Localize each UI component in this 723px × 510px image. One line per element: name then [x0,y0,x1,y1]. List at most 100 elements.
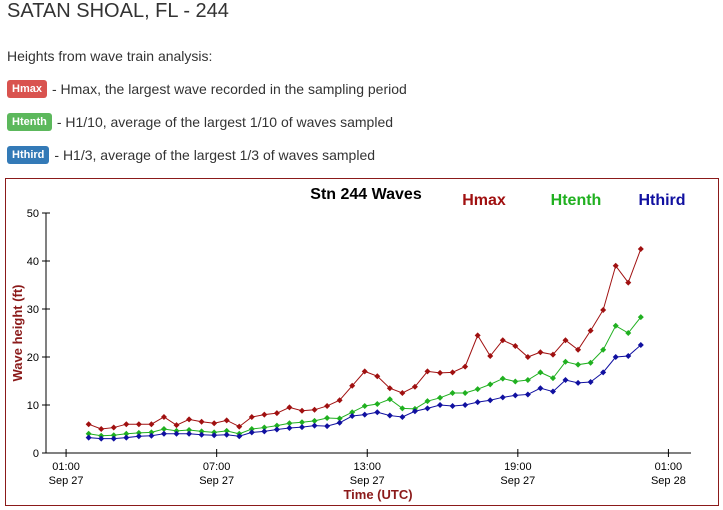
x-tick-date: Sep 27 [199,475,234,487]
point [474,399,481,406]
point [437,402,444,408]
point [261,411,268,418]
point [487,397,494,404]
point [298,419,305,426]
point [600,346,607,353]
point [411,408,418,415]
point [474,332,481,339]
point [537,349,544,356]
point [499,394,506,401]
chart-title: Stn 244 Waves [310,186,422,203]
legend-text: - H1/3, average of the largest 1/3 of wa… [54,147,376,163]
chart: Stn 244 Waves Hmax Htenth Hthird Wave height… [10,186,691,502]
point [600,369,607,376]
badge: Hthird [7,146,50,164]
point [85,434,92,441]
point [336,419,343,426]
point [324,414,331,421]
point [587,327,594,334]
y-tick-label: 40 [27,256,39,268]
point [549,351,556,358]
point [499,337,506,344]
point [98,426,105,432]
point [223,417,230,424]
point [349,413,356,420]
intro-text: Heights from wave train analysis: [7,48,213,64]
point [311,417,318,424]
point [123,434,130,441]
point [462,363,469,370]
point [123,430,130,437]
point [186,426,193,433]
point [336,397,343,404]
series-line [88,316,642,437]
point [173,430,180,437]
point [173,422,180,429]
point [437,394,444,401]
point [236,433,243,440]
point [424,405,431,412]
legend-text: - Hmax, the largest wave recorded in the… [51,81,407,97]
point [424,398,431,405]
legend-label: Hthird [638,192,685,209]
point [123,421,130,428]
point [462,402,469,408]
point [286,420,293,427]
x-tick-date: Sep 27 [49,475,84,487]
point [248,426,255,432]
point [600,306,607,313]
point [612,322,619,329]
point [236,423,243,430]
point [562,358,569,365]
point [336,415,343,422]
point [399,414,406,420]
point [223,427,230,434]
point [248,414,255,420]
point [324,402,331,409]
point [186,416,193,423]
point [374,401,381,408]
point [311,406,318,413]
point [311,422,318,429]
point [487,353,494,360]
point [549,388,556,395]
point [110,435,117,442]
point [349,409,356,416]
x-tick-date: Sep 27 [350,475,385,487]
point [261,424,268,431]
point [437,369,444,376]
point [587,378,594,385]
point [487,381,494,388]
point [110,424,117,431]
point [148,429,155,436]
point [386,412,393,419]
badge: Htenth [7,113,52,131]
point [587,359,594,366]
point [374,373,381,380]
series-line [88,344,642,440]
x-axis-label: Time (UTC) [343,487,412,502]
point [273,422,280,429]
point [135,429,142,436]
point [85,430,92,437]
point [160,414,167,420]
point [261,428,268,435]
point [211,420,218,427]
point [625,353,632,360]
point [361,368,368,375]
x-tick-label: 13:00 [353,461,381,473]
point [135,433,142,440]
point [575,379,582,386]
point [449,402,456,409]
point [148,421,155,428]
point [386,396,393,403]
point [374,409,381,416]
point [575,361,582,368]
point [499,375,506,382]
chart-frame: Stn 244 Waves Hmax Htenth Hthird Wave height… [5,178,719,506]
point [462,390,469,396]
point [537,369,544,376]
point [160,430,167,437]
point [474,386,481,393]
point [612,262,619,269]
